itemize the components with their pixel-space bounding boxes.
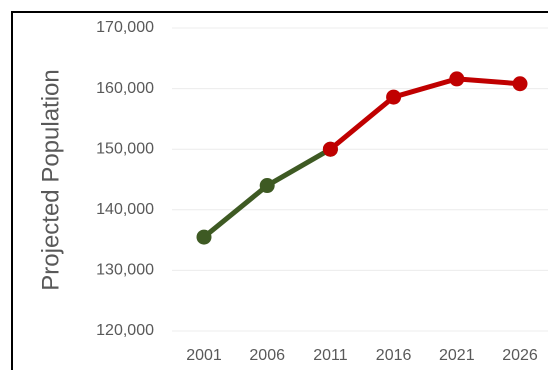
x-tick-label: 2006 [249, 347, 285, 364]
x-tick-label: 2011 [313, 347, 348, 364]
x-tick-label: 2016 [376, 347, 412, 364]
x-tick-label: 2026 [502, 347, 538, 364]
y-tick-label: 170,000 [96, 19, 154, 36]
data-point [196, 229, 212, 245]
y-tick-label: 130,000 [96, 262, 154, 279]
series-line [202, 147, 332, 240]
y-axis-label: Projected Population [37, 69, 64, 290]
data-point [386, 89, 402, 105]
y-tick-label: 150,000 [96, 140, 154, 157]
data-point [322, 141, 338, 157]
data-point [449, 71, 465, 87]
y-tick-label: 120,000 [96, 322, 154, 339]
data-point [512, 76, 528, 92]
frame [11, 11, 548, 370]
series-line [328, 76, 521, 152]
x-tick-label: 2021 [439, 347, 475, 364]
y-tick-label: 160,000 [96, 80, 154, 97]
x-tick-label: 2001 [186, 347, 222, 364]
data-point [259, 178, 275, 194]
y-tick-label: 140,000 [96, 201, 154, 218]
